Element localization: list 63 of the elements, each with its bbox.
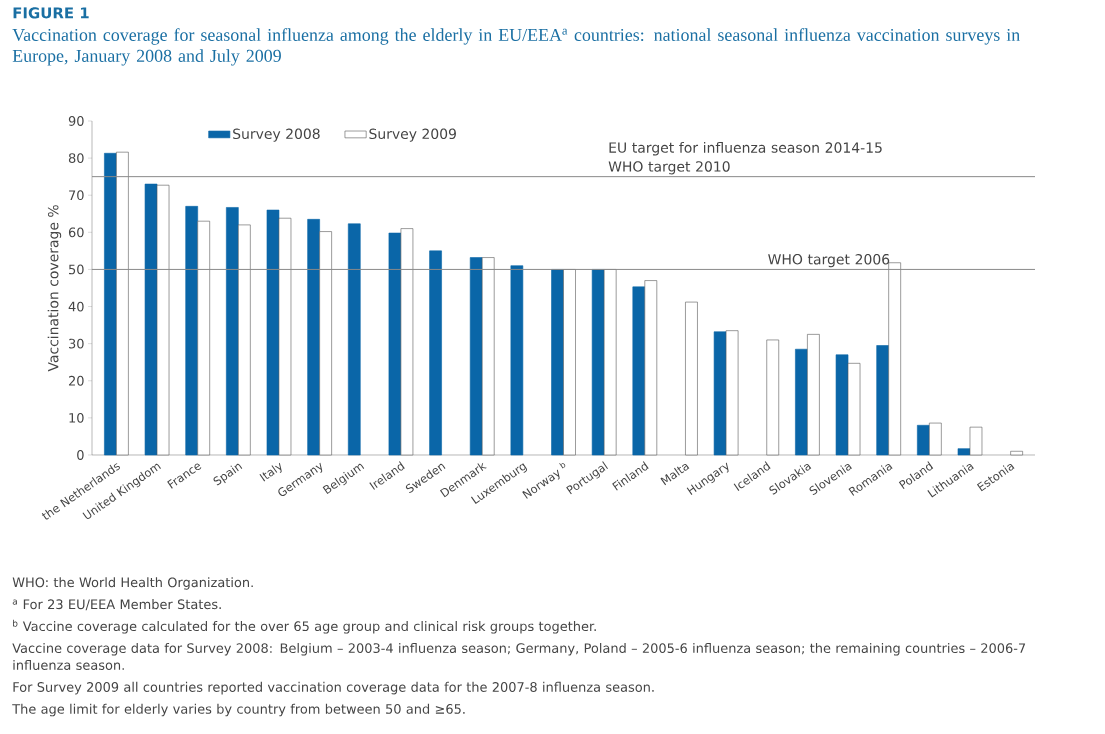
bar xyxy=(388,232,402,456)
bar xyxy=(766,339,780,456)
bar xyxy=(591,269,605,456)
bar xyxy=(156,184,170,456)
bar xyxy=(278,217,292,456)
bar xyxy=(713,331,727,456)
ref-line-label: EU target for influenza season 2014-15 WHO target 2010 xyxy=(608,142,882,175)
text: $^{a}$ For 23 EU/EEA Member States. xyxy=(12,599,221,611)
y-axis-title: Vaccination coverage % xyxy=(47,205,62,372)
legend-label: Survey 2009 xyxy=(369,128,456,142)
bar xyxy=(481,257,495,456)
text: WHO: the World Health Organization. xyxy=(12,577,253,590)
bar xyxy=(847,363,861,456)
bar xyxy=(238,224,251,456)
y-tick-label: 90 xyxy=(68,116,84,126)
text: The age limit for elderly varies by country from between 50 and ≥65. xyxy=(12,703,465,717)
bar xyxy=(116,151,129,456)
bar xyxy=(347,223,361,456)
y-tick-label: 0 xyxy=(77,450,84,460)
bar xyxy=(429,250,442,456)
bar xyxy=(185,206,198,456)
bar xyxy=(551,269,564,456)
bar xyxy=(197,220,210,456)
y-tick-label: 60 xyxy=(68,227,84,238)
text: For Survey 2009 all countries reported vaccination coverage data for the 2007-8 influenza season. xyxy=(13,681,654,695)
ref-line-label: WHO target 2006 xyxy=(768,253,890,268)
bar xyxy=(876,345,889,456)
text: Vaccine coverage data for Survey 2008: Belgium – 2003-4 influenza season; Germany, Poland – 2005-6 influenza season; the remaining countries – 2006-7 influenza season. xyxy=(12,642,1026,670)
legend-label: Survey 2008 xyxy=(233,128,320,142)
bar xyxy=(685,301,698,456)
bar xyxy=(104,152,117,456)
bar xyxy=(807,334,820,456)
bar xyxy=(1010,450,1023,456)
y-tick-label: 10 xyxy=(69,412,84,423)
text: Vaccination coverage for seasonal influenza among the elderly in EU/EEA$^{a}$ countries: national seasonal influenza vaccination surveys in Europe, January 2008 and July 2009 xyxy=(12,28,1020,66)
bar xyxy=(469,257,483,456)
y-tick-label: 40 xyxy=(68,301,84,312)
y-tick-label: 20 xyxy=(68,375,84,386)
bar xyxy=(929,422,942,456)
bar xyxy=(307,219,320,456)
bar xyxy=(510,265,524,456)
bar xyxy=(226,207,239,456)
bar xyxy=(795,348,808,456)
bar xyxy=(603,269,617,456)
chart-title: FIGURE 1 xyxy=(13,7,89,19)
y-tick-label: 70 xyxy=(69,190,84,201)
bar xyxy=(144,183,158,456)
y-tick-label: 30 xyxy=(69,338,84,349)
bar xyxy=(725,330,739,456)
y-tick-label: 80 xyxy=(68,153,84,163)
bar xyxy=(400,228,414,456)
bar xyxy=(266,209,280,456)
bar xyxy=(835,354,849,456)
bar xyxy=(319,231,332,456)
y-tick-label: 50 xyxy=(69,264,84,275)
bar xyxy=(917,424,930,456)
bar xyxy=(969,426,983,456)
bar xyxy=(644,280,658,456)
bar xyxy=(957,448,971,456)
text: $^{b}$ Vaccine coverage calculated for the over 65 age group and clinical risk groups together. xyxy=(13,619,596,634)
bar xyxy=(888,262,901,456)
bar xyxy=(632,286,646,456)
bar xyxy=(563,269,576,456)
